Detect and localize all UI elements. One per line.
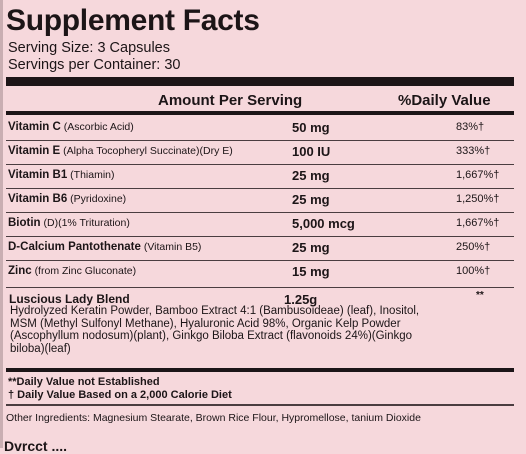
nutrient-detail: (Pyridoxine) [70, 193, 127, 205]
nutrient-amount: 25 mg [292, 192, 330, 207]
nutrient-label: Biotin [8, 217, 41, 229]
nutrient-dv: 1,250%† [456, 193, 500, 205]
row-divider [6, 212, 514, 213]
nutrient-detail: (Thiamin) [70, 169, 115, 181]
nutrient-row: Zinc (from Zinc Gluconate) 15 mg 100%† [8, 261, 514, 284]
nutrient-dv: 333%† [456, 145, 491, 157]
blend-dv: ** [476, 290, 484, 301]
nutrient-amount: 50 mg [292, 120, 330, 135]
nutrient-name: D-Calcium Pantothenate (Vitamin B5) [8, 241, 201, 253]
divider [6, 404, 514, 406]
nutrient-dv: 83%† [456, 121, 485, 133]
nutrient-row: Vitamin B1 (Thiamin) 25 mg 1,667%† [8, 165, 514, 188]
nutrient-dv: 1,667%† [456, 169, 500, 181]
thick-divider [6, 77, 514, 86]
nutrient-detail: (Alpha Tocopheryl Succinate)(Dry E) [63, 145, 233, 157]
nutrient-dv: 250%† [456, 241, 491, 253]
nutrient-row: D-Calcium Pantothenate (Vitamin B5) 25 mg… [8, 237, 514, 260]
nutrient-name: Vitamin C (Ascorbic Acid) [8, 121, 134, 133]
row-divider [6, 140, 514, 141]
nutrient-detail: (Vitamin B5) [143, 241, 202, 253]
dv-header: %Daily Value [398, 92, 491, 109]
panel-title: Supplement Facts [6, 4, 260, 37]
nutrient-row: Biotin (D)(1% Trituration) 5,000 mcg 1,667… [8, 213, 514, 236]
nutrient-amount: 5,000 mcg [292, 216, 355, 231]
row-divider [6, 164, 514, 165]
amount-header: Amount Per Serving [158, 92, 303, 109]
divider [6, 287, 514, 288]
servings-per-container: Servings per Container: 30 [8, 57, 181, 73]
label-edge [0, 0, 3, 448]
row-divider [6, 236, 514, 237]
nutrient-row: Vitamin B6 (Pyridoxine) 25 mg 1,250%† [8, 189, 514, 212]
nutrient-amount: 15 mg [292, 264, 330, 279]
nutrient-detail: (D)(1% Trituration) [43, 217, 130, 229]
row-divider [6, 260, 514, 261]
nutrient-label: Vitamin E [8, 145, 61, 157]
nutrient-name: Zinc (from Zinc Gluconate) [8, 265, 136, 277]
footnote-calorie-diet: † Daily Value Based on a 2,000 Calorie D… [8, 389, 232, 401]
nutrient-label: Vitamin C [8, 121, 61, 133]
nutrient-amount: 100 IU [292, 144, 331, 159]
blend-description: Hydrolyzed Keratin Powder, Bamboo Extrac… [10, 305, 420, 355]
nutrient-dv: 1,667%† [456, 217, 500, 229]
nutrient-detail: (Ascorbic Acid) [63, 121, 134, 133]
blend-name: Luscious Lady Blend [9, 292, 130, 306]
header-divider [6, 111, 514, 115]
nutrient-label: Zinc [8, 265, 32, 277]
nutrient-name: Vitamin E (Alpha Tocopheryl Succinate)(D… [8, 145, 233, 157]
serving-size: Serving Size: 3 Capsules [8, 40, 170, 56]
blend-amount: 1.25g [284, 292, 318, 307]
nutrient-row: Vitamin C (Ascorbic Acid) 50 mg 83%† [8, 117, 514, 140]
nutrient-name: Vitamin B1 (Thiamin) [8, 169, 115, 181]
footer-divider [6, 368, 514, 372]
nutrient-row: Vitamin E (Alpha Tocopheryl Succinate)(D… [8, 141, 514, 164]
nutrient-detail: (from Zinc Gluconate) [34, 265, 137, 277]
nutrient-name: Biotin (D)(1% Trituration) [8, 217, 130, 229]
nutrient-label: D-Calcium Pantothenate [8, 241, 141, 253]
other-ingredients: Other Ingredients: Magnesium Stearate, B… [6, 412, 421, 424]
nutrient-label: Vitamin B6 [8, 193, 68, 205]
nutrient-amount: 25 mg [292, 168, 330, 183]
footnote-not-established: **Daily Value not Established [8, 376, 160, 388]
nutrient-amount: 25 mg [292, 240, 330, 255]
nutrient-label: Vitamin B1 [8, 169, 68, 181]
nutrient-name: Vitamin B6 (Pyridoxine) [8, 193, 126, 205]
row-divider [6, 188, 514, 189]
nutrient-dv: 100%† [456, 265, 491, 277]
cut-off-text: Dvrcct .... [4, 438, 68, 454]
